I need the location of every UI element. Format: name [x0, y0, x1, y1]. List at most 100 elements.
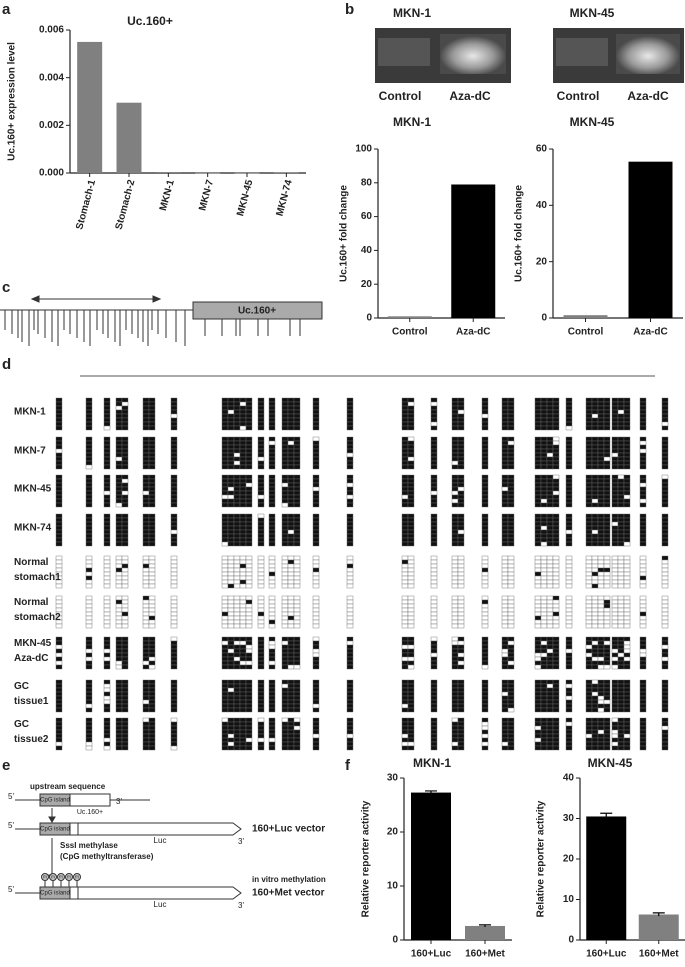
sample-label: GC	[14, 719, 29, 730]
cpg-cell	[603, 452, 611, 458]
cpg-cell	[603, 409, 611, 415]
cpg-cell	[268, 567, 276, 573]
cpg-cell	[257, 494, 265, 500]
cpg-cell	[268, 456, 276, 462]
cpg-cell	[142, 717, 150, 723]
cpg-cell	[142, 636, 150, 642]
cpg-cell	[540, 648, 548, 654]
cpg-cell	[103, 579, 111, 585]
cpg-cell	[617, 648, 625, 654]
cpg-cell	[552, 448, 560, 454]
cpg-cell	[148, 717, 156, 723]
cpg-cell	[239, 687, 247, 693]
cpg-cell	[239, 745, 247, 751]
cpg-cell	[170, 619, 178, 625]
cpg-cell	[585, 502, 593, 508]
cpg-cell	[245, 421, 253, 427]
cpg-cell	[148, 502, 156, 508]
cpg-cell	[430, 417, 438, 423]
cpg-cell	[585, 541, 593, 547]
cpg-cell	[142, 603, 150, 609]
cpg-cell	[346, 440, 354, 446]
cpg-cell	[245, 397, 253, 403]
cpg-cell	[148, 599, 156, 605]
cpg-cell	[142, 537, 150, 543]
cpg-cell	[501, 555, 509, 561]
cpg-cell	[597, 541, 605, 547]
cpg-cell	[591, 464, 599, 470]
cpg-cell	[430, 733, 438, 739]
cpg-cell	[148, 478, 156, 484]
cpg-cell	[103, 679, 111, 685]
cpg-cell	[661, 541, 669, 547]
cpg-cell	[281, 575, 289, 581]
cpg-cell	[457, 644, 465, 650]
cpg-cell	[585, 444, 593, 450]
cpg-cell	[121, 721, 129, 727]
cpg-cell	[507, 555, 515, 561]
cpg-cell	[534, 474, 542, 480]
cpg-cell	[401, 494, 409, 500]
cpg-cell	[565, 607, 573, 613]
cpg-cell	[623, 725, 631, 731]
cpg-cell	[346, 460, 354, 466]
cpg-cell	[623, 603, 631, 609]
cpg-cell	[661, 699, 669, 705]
cpg-cell	[603, 421, 611, 427]
cpg-cell	[534, 636, 542, 642]
cpg-cell	[103, 401, 111, 407]
cpg-cell	[623, 679, 631, 685]
cpg-cell	[103, 699, 111, 705]
cpg-cell	[611, 397, 619, 403]
cpg-cell	[591, 541, 599, 547]
cpg-cell	[401, 745, 409, 751]
cpg-cell	[407, 745, 415, 751]
cpg-cell	[639, 583, 647, 589]
cpg-cell	[268, 695, 276, 701]
cpg-cell	[457, 555, 465, 561]
cpg-cell	[546, 648, 554, 654]
cpg-cell	[55, 636, 63, 642]
cpg-cell	[639, 436, 647, 442]
cpg-cell	[611, 656, 619, 662]
cpg-cell	[142, 563, 150, 569]
cpg-cell	[312, 452, 320, 458]
cpg-cell	[287, 529, 295, 535]
cpg-cell	[312, 494, 320, 500]
cpg-cell	[407, 482, 415, 488]
cpg-cell	[346, 603, 354, 609]
cpg-cell	[430, 460, 438, 466]
cpg-cell	[142, 413, 150, 419]
cpg-cell	[407, 521, 415, 527]
cpg-cell	[115, 559, 123, 565]
cpg-cell	[623, 640, 631, 646]
cpg-cell	[103, 652, 111, 658]
cpg-cell	[457, 721, 465, 727]
cpg-cell	[293, 401, 301, 407]
cpg-cell	[257, 652, 265, 658]
cpg-cell	[407, 498, 415, 504]
cpg-cell	[239, 619, 247, 625]
cpg-cell	[481, 611, 489, 617]
cpg-cell	[85, 652, 93, 658]
cpg-cell	[257, 644, 265, 650]
cpg-cell	[611, 405, 619, 411]
cpg-cell	[611, 636, 619, 642]
cpg-cell	[268, 533, 276, 539]
cpg-cell	[148, 413, 156, 419]
cpg-cell	[257, 729, 265, 735]
cpg-cell	[121, 583, 129, 589]
cpg-cell	[661, 413, 669, 419]
cpg-cell	[55, 741, 63, 747]
cpg-cell	[55, 679, 63, 685]
cpg-cell	[611, 725, 619, 731]
cpg-cell	[585, 533, 593, 539]
cpg-cell	[221, 745, 229, 751]
cpg-cell	[85, 456, 93, 462]
cpg-cell	[148, 436, 156, 442]
cpg-cell	[481, 444, 489, 450]
cpg-cell	[552, 425, 560, 431]
cpg-cell	[312, 619, 320, 625]
cpg-cell	[639, 603, 647, 609]
cpg-cell	[552, 436, 560, 442]
